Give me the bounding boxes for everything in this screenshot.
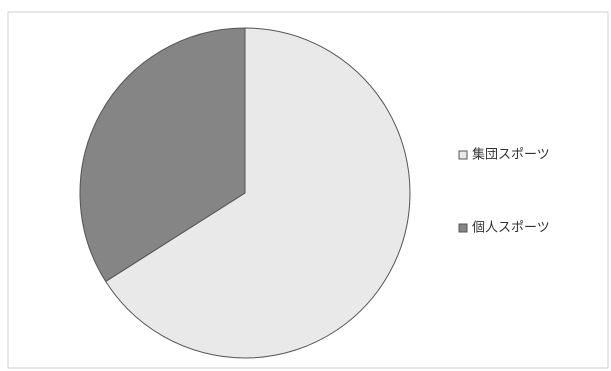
legend-swatch	[458, 223, 468, 233]
legend-swatch	[458, 150, 468, 160]
pie-slice	[104, 27, 411, 359]
legend-label: 集団スポーツ	[472, 147, 550, 163]
legend-label: 個人スポーツ	[472, 221, 550, 236]
pie-slice	[79, 27, 246, 283]
